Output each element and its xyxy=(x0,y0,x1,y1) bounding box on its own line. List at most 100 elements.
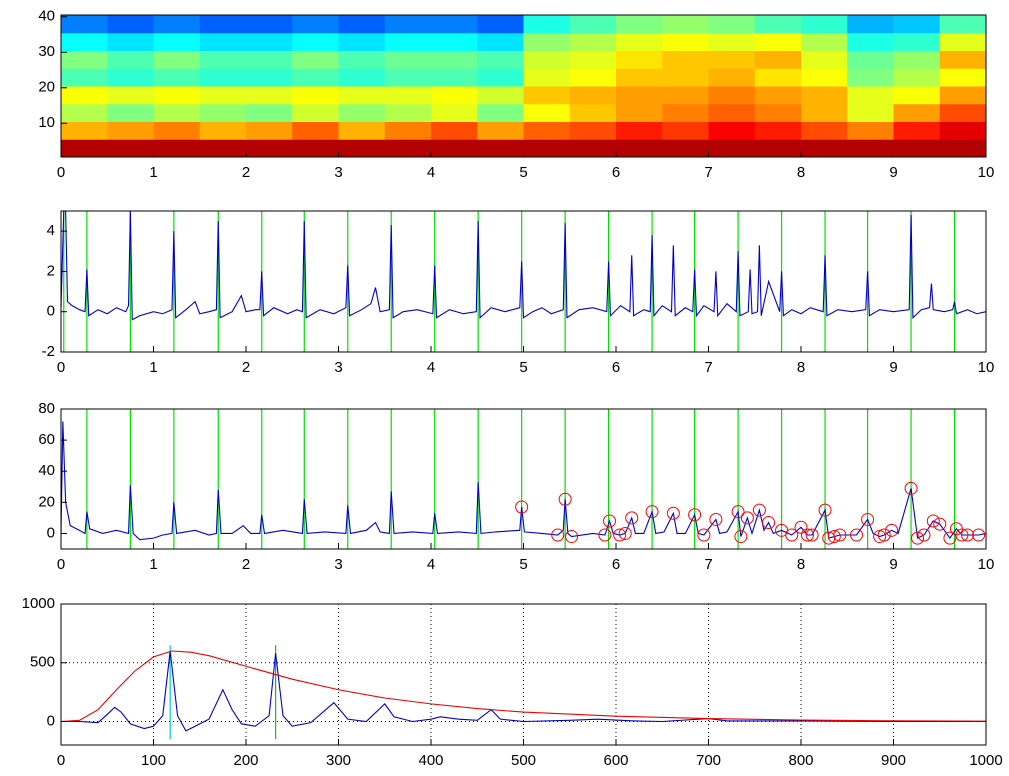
peak-marker xyxy=(917,528,931,542)
peak-marker xyxy=(613,528,627,542)
heatmap-cell xyxy=(292,32,339,51)
peak-marker xyxy=(933,517,947,531)
heatmap-cell xyxy=(708,121,756,140)
x-tick-label: 9 xyxy=(889,164,897,181)
heatmap-cell xyxy=(246,32,293,51)
heatmap-cell xyxy=(292,121,339,140)
y-tick-label: 40 xyxy=(38,8,55,25)
heatmap-cell xyxy=(199,121,247,140)
heatmap-cell xyxy=(754,86,802,105)
heatmap-cell xyxy=(153,15,201,34)
heatmap-cell xyxy=(246,68,293,87)
heatmap-cell xyxy=(569,50,617,69)
heatmap-cell xyxy=(754,15,802,34)
heatmap-cell xyxy=(61,68,108,87)
x-tick-label: 1 xyxy=(149,556,157,573)
x-tick-label: 1 xyxy=(149,359,157,376)
y-tick-label: 40 xyxy=(38,462,55,479)
x-tick-label: 300 xyxy=(326,752,351,769)
peak-marker xyxy=(697,528,711,542)
peak-marker xyxy=(794,520,808,534)
heatmap-cell xyxy=(292,68,339,87)
x-tick-label: 7 xyxy=(704,164,712,181)
heatmap-cell xyxy=(847,15,894,34)
heatmap-cell xyxy=(431,15,478,34)
heatmap-cell xyxy=(107,103,154,122)
y-tick-label: 30 xyxy=(38,43,55,60)
peak-marker xyxy=(752,503,766,517)
x-tick-label: 6 xyxy=(612,359,620,376)
x-tick-label: 1 xyxy=(149,164,157,181)
y-tick-label: 500 xyxy=(30,654,55,671)
y-tick-label: 0 xyxy=(47,712,55,729)
heatmap-cell xyxy=(292,139,339,157)
peak-marker xyxy=(558,492,572,506)
heatmap-cell xyxy=(847,32,894,51)
heatmap-cell xyxy=(569,32,617,51)
heatmap-cell xyxy=(754,32,802,51)
peak-marker xyxy=(565,530,579,544)
x-tick-label: 200 xyxy=(233,752,258,769)
heatmap-cell xyxy=(107,86,154,105)
heatmap-cell xyxy=(616,68,663,87)
heatmap-cell xyxy=(338,139,386,157)
heatmap-cell xyxy=(801,68,848,87)
heatmap-cell xyxy=(431,68,478,87)
heatmap-cell xyxy=(893,50,941,69)
heatmap-cell xyxy=(569,68,617,87)
line-series xyxy=(61,650,986,732)
heatmap-cell xyxy=(338,15,386,34)
heatmap-cell xyxy=(246,86,293,105)
heatmap-cell xyxy=(939,32,986,51)
peak-marker xyxy=(943,531,957,545)
axes: 0 100 200 300 400 500 600 700 800 900 1000 0 500 1000 xyxy=(22,595,1003,769)
heatmap-cell xyxy=(893,68,941,87)
x-tick-label: 8 xyxy=(797,556,805,573)
heatmap-cell xyxy=(708,139,756,157)
peak-marker xyxy=(731,505,745,519)
x-tick-label: 7 xyxy=(704,359,712,376)
peak-marker xyxy=(955,528,969,542)
heatmap-cell xyxy=(801,86,848,105)
peak-marker xyxy=(850,528,863,542)
heatmap-cell xyxy=(754,121,802,140)
heatmap-cell xyxy=(523,32,571,51)
heatmap-cell xyxy=(893,15,941,34)
heatmap-cell xyxy=(662,121,709,140)
x-tick-label: 600 xyxy=(603,752,628,769)
heatmap-cell xyxy=(61,32,108,51)
x-tick-label: 5 xyxy=(519,164,527,181)
peak-marker xyxy=(833,528,847,542)
x-tick-label: 6 xyxy=(612,556,620,573)
heatmap-cell xyxy=(662,68,709,87)
heatmap-cell xyxy=(662,86,709,105)
x-tick-label: 4 xyxy=(427,359,435,376)
peak-marker xyxy=(515,500,529,514)
heatmap-cell xyxy=(893,86,941,105)
heatmap-cell xyxy=(616,50,663,69)
peak-marker xyxy=(904,481,918,495)
heatmap-cell xyxy=(199,15,247,34)
heatmap-cell xyxy=(708,50,756,69)
heatmap-cell xyxy=(384,103,432,122)
heatmap-cell xyxy=(708,86,756,105)
heatmap-cell xyxy=(431,139,478,157)
heatmap-cell xyxy=(662,50,709,69)
heatmap-cell xyxy=(847,103,894,122)
heatmap-cell xyxy=(847,68,894,87)
x-tick-label: 5 xyxy=(519,556,527,573)
heatmap-cell xyxy=(616,121,663,140)
heatmap-cell xyxy=(153,86,201,105)
peak-marker xyxy=(800,528,814,542)
x-tick-label: 2 xyxy=(242,164,250,181)
x-tick-label: 7 xyxy=(704,556,712,573)
heatmap-cell xyxy=(523,68,571,87)
heatmap-cell xyxy=(893,121,941,140)
heatmap-cell xyxy=(569,121,617,140)
heatmap-cell xyxy=(199,103,247,122)
line-series xyxy=(61,421,986,541)
axes: 0 1 2 3 4 5 6 7 8 9 10 10 20 30 40 xyxy=(38,8,994,181)
heatmap-cell xyxy=(616,15,663,34)
heatmap-cell xyxy=(616,103,663,122)
plot-area xyxy=(61,211,986,352)
